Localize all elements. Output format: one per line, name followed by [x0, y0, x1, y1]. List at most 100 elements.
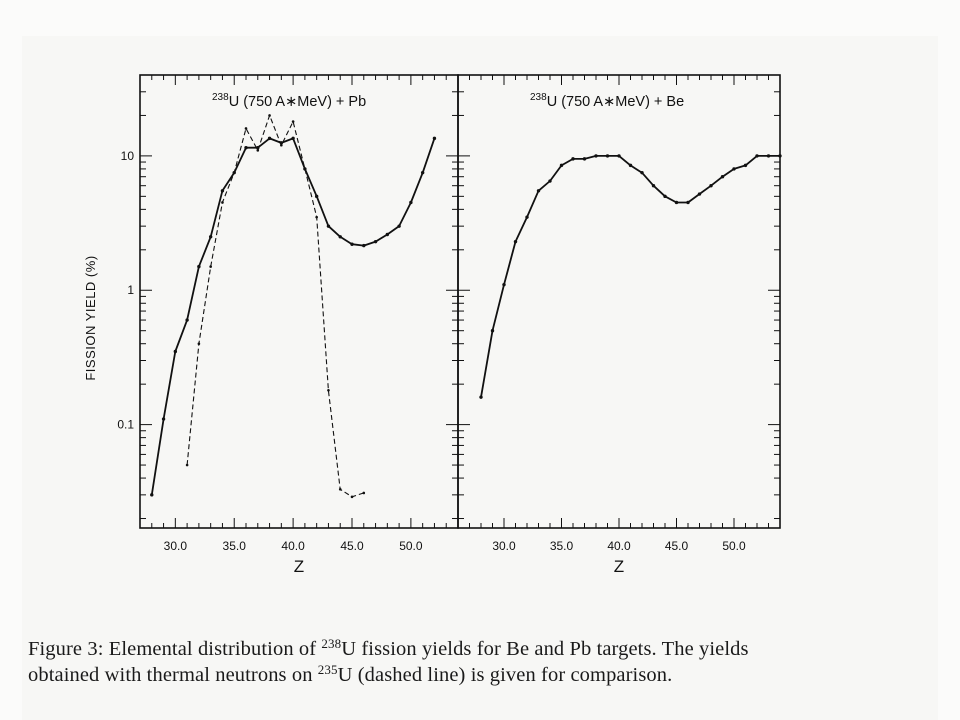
data-point — [409, 200, 413, 205]
x-tick-label: 30.0 — [492, 539, 516, 553]
caption-line-2: obtained with thermal neutrons on 235U (… — [28, 662, 928, 688]
figure-caption: Figure 3: Elemental distribution of 238U… — [28, 636, 928, 688]
data-point — [640, 170, 644, 175]
x-tick-label: 45.0 — [665, 539, 689, 553]
data-point — [350, 495, 354, 499]
data-point — [362, 491, 366, 495]
data-point — [362, 243, 366, 248]
data-point — [571, 157, 575, 161]
data-point — [268, 114, 271, 117]
data-point — [244, 127, 248, 130]
data-point — [720, 175, 725, 179]
x-tick-label: 30.0 — [164, 539, 188, 553]
caption-superscript: 235 — [317, 662, 338, 677]
data-point — [755, 154, 759, 158]
data-point — [674, 200, 679, 205]
data-point — [185, 318, 189, 322]
data-point — [732, 167, 736, 171]
data-point — [582, 157, 587, 161]
y-axis-label: FISSION YIELD (%) — [83, 255, 98, 380]
data-point — [185, 463, 189, 467]
series-line-dashed — [186, 114, 364, 498]
panel-be: 30.0 35.0 40.0 45.0 50.0 Z 238U (750 A∗MeV) + … — [457, 74, 782, 576]
data-point — [559, 163, 564, 168]
data-point — [338, 487, 342, 491]
data-point — [161, 417, 166, 421]
data-point — [617, 154, 621, 158]
caption-line-1: Figure 3: Elemental distribution of 238U… — [28, 636, 928, 662]
series-line-solid — [150, 137, 436, 496]
panel-frame — [457, 74, 781, 529]
caption-text: Figure 3: Elemental distribution of — [28, 638, 322, 660]
data-point — [197, 342, 201, 346]
panel-title-superscript: 238 — [212, 92, 229, 103]
data-point — [513, 239, 518, 244]
data-point — [338, 235, 342, 239]
data-point — [314, 194, 319, 199]
data-point — [651, 183, 656, 188]
data-point — [267, 136, 272, 141]
data-point — [778, 154, 782, 158]
data-point — [350, 242, 354, 246]
caption-text: U fission yields for Be and Pb targets. … — [341, 638, 749, 660]
caption-text: U (dashed line) is given for comparison. — [337, 664, 673, 686]
caption-superscript: 238 — [321, 636, 342, 651]
y-axis-title: FISSION YIELD (%) — [83, 255, 98, 380]
data-point — [173, 349, 178, 354]
x-tick-label: 50.0 — [399, 539, 423, 553]
data-point — [525, 215, 529, 219]
panel-title: 238U (750 A∗MeV) + Pb — [212, 92, 366, 110]
data-point — [326, 224, 331, 228]
x-tick-label: 35.0 — [550, 539, 574, 553]
data-point — [420, 170, 425, 175]
data-point — [490, 328, 495, 333]
data-point — [663, 194, 667, 199]
data-point — [373, 239, 378, 244]
data-point — [220, 189, 225, 193]
caption-text: obtained with thermal neutrons on — [28, 664, 318, 686]
x-tick-label: 50.0 — [722, 539, 746, 553]
x-tick-label: 45.0 — [340, 539, 364, 553]
data-point — [327, 389, 330, 392]
data-point — [686, 200, 690, 205]
panel-title-text: U (750 A∗MeV) + Pb — [229, 94, 366, 110]
y-tick-label: 10 — [121, 149, 135, 163]
x-axis-title: Z — [294, 557, 304, 576]
x-tick-label: 40.0 — [281, 539, 305, 553]
y-tick-label: 1 — [127, 283, 134, 297]
data-point — [197, 264, 201, 269]
data-point — [291, 120, 295, 123]
x-axis-title: Z — [614, 557, 624, 576]
series-line-solid — [480, 154, 780, 398]
data-point — [280, 143, 283, 147]
data-point — [709, 183, 713, 188]
data-point — [232, 171, 236, 174]
data-point — [303, 167, 307, 171]
data-point — [221, 201, 224, 204]
data-point — [766, 154, 771, 158]
panel-title-text: U (750 A∗MeV) + Be — [547, 94, 684, 110]
scan-page — [22, 36, 938, 720]
data-point — [594, 154, 598, 158]
data-point — [385, 232, 390, 237]
data-point — [743, 163, 748, 168]
y-tick-label: 0.1 — [117, 418, 134, 432]
data-point — [291, 136, 295, 141]
panel-title-superscript: 238 — [530, 92, 547, 103]
panel-title: 238U (750 A∗MeV) + Be — [530, 92, 684, 110]
data-point — [479, 395, 483, 399]
panel-frame — [139, 74, 459, 529]
data-point — [209, 265, 212, 268]
data-point — [397, 224, 401, 228]
x-tick-label: 35.0 — [223, 539, 247, 553]
data-point — [315, 215, 318, 219]
data-point — [536, 189, 541, 193]
data-point — [244, 146, 248, 150]
data-point — [256, 149, 260, 152]
panel-pb: 30.0 35.0 40.0 45.0 50.0 0.1 1 10 Z 238U (750 A∗M… — [117, 74, 459, 576]
data-point — [502, 282, 506, 287]
data-point — [628, 163, 633, 168]
data-point — [605, 154, 610, 158]
data-point — [697, 192, 702, 196]
data-point — [548, 179, 552, 183]
